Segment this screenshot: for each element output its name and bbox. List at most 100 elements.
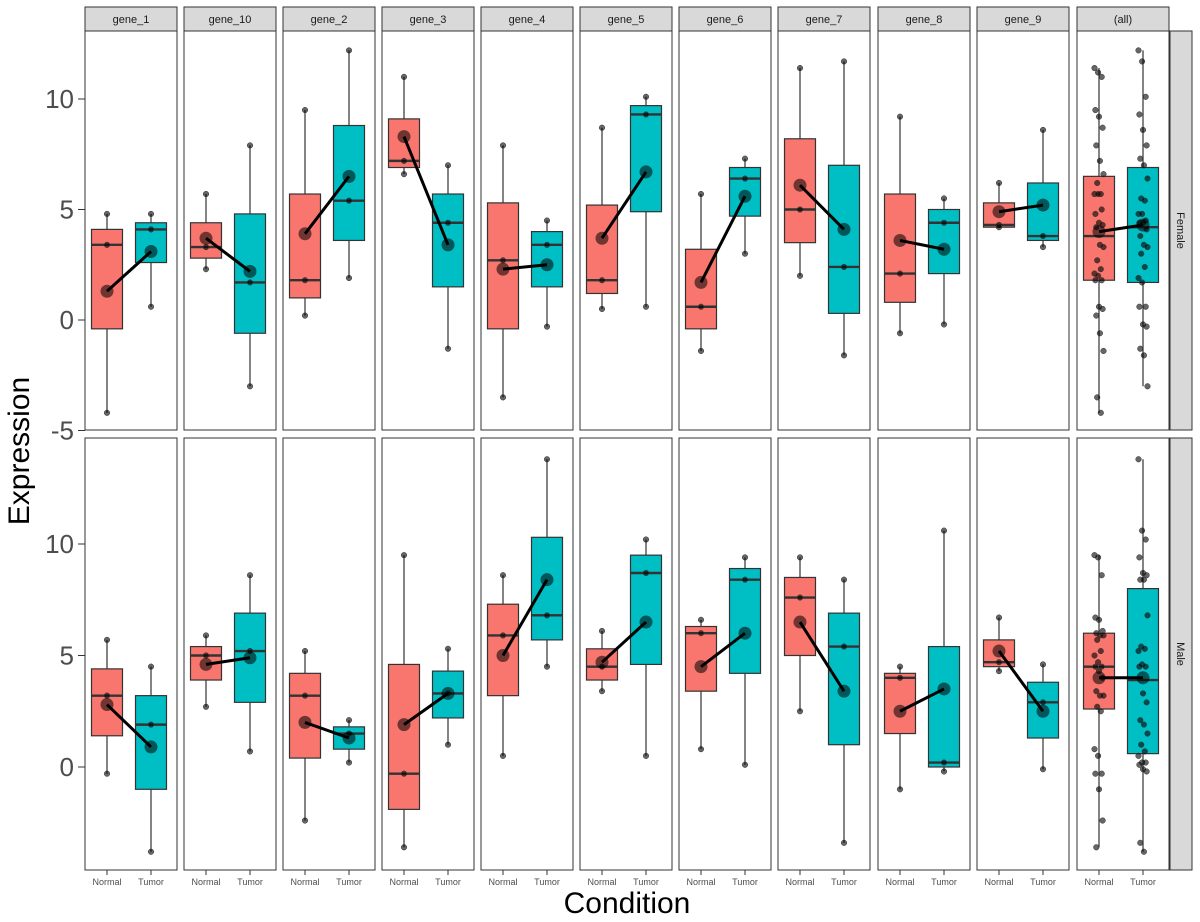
data-point-normal bbox=[896, 113, 904, 120]
mean-connector-line bbox=[798, 621, 846, 692]
data-point-normal bbox=[400, 844, 408, 851]
x-tick-label-tumor: Tumor bbox=[633, 877, 659, 887]
data-point-tumor bbox=[147, 210, 155, 217]
data-point-normal bbox=[796, 272, 804, 279]
data-point-normal bbox=[995, 224, 1003, 231]
panel-female-gene_3 bbox=[381, 30, 475, 431]
data-point-tumor bbox=[840, 263, 848, 271]
data-point-tumor bbox=[345, 759, 353, 766]
data-point-tumor bbox=[1140, 721, 1147, 728]
mean-connector-line bbox=[1098, 223, 1144, 234]
data-point-tumor bbox=[1140, 576, 1147, 583]
data-point-tumor bbox=[940, 768, 948, 775]
mean-point-normal bbox=[992, 644, 1006, 658]
data-point-tumor bbox=[1140, 162, 1147, 169]
data-point-normal bbox=[1091, 65, 1098, 72]
data-point-normal bbox=[301, 312, 309, 319]
data-point-tumor bbox=[1135, 752, 1142, 759]
mean-point-normal bbox=[496, 262, 510, 276]
data-point-normal bbox=[697, 347, 705, 354]
data-point-normal bbox=[697, 746, 705, 753]
data-point-normal bbox=[598, 688, 606, 695]
x-tick-label-tumor: Tumor bbox=[138, 877, 164, 887]
data-point-tumor bbox=[444, 219, 452, 226]
data-point-tumor bbox=[1144, 383, 1151, 390]
data-point-normal bbox=[1092, 107, 1099, 114]
row-strip-Female bbox=[1169, 30, 1193, 431]
mean-connector-line bbox=[105, 250, 153, 293]
data-point-normal bbox=[896, 270, 904, 277]
facet-label-gene_8: gene_8 bbox=[906, 14, 943, 26]
facet-label-gene_4: gene_4 bbox=[509, 14, 546, 26]
data-point-tumor bbox=[1137, 345, 1144, 352]
mean-connector-line bbox=[899, 687, 945, 713]
data-point-normal bbox=[1098, 277, 1105, 284]
x-tick-label-normal: Normal bbox=[686, 877, 715, 887]
data-point-normal bbox=[796, 554, 804, 561]
mean-point-normal bbox=[298, 227, 312, 241]
data-point-normal bbox=[400, 157, 408, 164]
data-point-tumor bbox=[940, 527, 948, 534]
data-point-tumor bbox=[147, 226, 155, 233]
data-point-normal bbox=[1097, 266, 1104, 273]
data-point-tumor bbox=[444, 645, 452, 652]
data-point-tumor bbox=[543, 241, 551, 248]
data-point-normal bbox=[1096, 330, 1103, 337]
box-tumor bbox=[827, 612, 861, 746]
data-point-tumor bbox=[543, 323, 551, 330]
data-point-normal bbox=[896, 663, 904, 670]
data-point-tumor bbox=[1139, 690, 1147, 697]
data-point-normal bbox=[1094, 394, 1101, 401]
x-tick-label-normal: Normal bbox=[885, 877, 914, 887]
data-point-tumor bbox=[940, 219, 948, 226]
data-point-tumor bbox=[444, 162, 452, 169]
data-point-tumor bbox=[147, 848, 155, 855]
mean-point-normal bbox=[893, 233, 907, 247]
x-tick-label-tumor: Tumor bbox=[931, 877, 957, 887]
data-point-tumor bbox=[246, 279, 254, 286]
data-point-normal bbox=[499, 632, 507, 639]
row-label-Male: Male bbox=[1174, 642, 1186, 666]
data-point-normal bbox=[1098, 572, 1105, 579]
data-point-tumor bbox=[1143, 768, 1150, 775]
data-point-normal bbox=[1095, 190, 1102, 198]
data-point-tumor bbox=[1139, 58, 1146, 65]
mean-point-tumor bbox=[540, 258, 554, 272]
panel-female-gene_2 bbox=[282, 30, 376, 431]
data-point-tumor bbox=[147, 721, 155, 728]
data-point-normal bbox=[301, 692, 309, 699]
mean-point-tumor bbox=[342, 731, 356, 745]
mean-point-tumor bbox=[837, 684, 851, 698]
data-point-normal bbox=[1099, 124, 1106, 131]
facet-strip-gene_7 bbox=[777, 6, 871, 32]
panel-female-gene_9 bbox=[976, 30, 1070, 431]
data-point-tumor bbox=[1039, 232, 1047, 240]
data-point-normal bbox=[103, 210, 111, 217]
data-point-normal bbox=[499, 142, 507, 149]
data-point-normal bbox=[598, 627, 606, 635]
x-tick-label-tumor: Tumor bbox=[336, 877, 362, 887]
data-point-normal bbox=[896, 330, 904, 337]
panel-female-(all) bbox=[1076, 30, 1170, 431]
data-point-normal bbox=[598, 277, 606, 284]
mean-connector-line bbox=[303, 175, 351, 235]
data-point-tumor bbox=[444, 345, 452, 352]
data-point-tumor bbox=[543, 663, 551, 670]
x-tick-label-tumor: Tumor bbox=[237, 877, 263, 887]
x-tick-label-tumor: Tumor bbox=[732, 877, 758, 887]
data-point-tumor bbox=[1142, 759, 1149, 766]
row-label-Female: Female bbox=[1174, 212, 1186, 249]
data-point-tumor bbox=[1138, 741, 1145, 748]
data-point-tumor bbox=[246, 142, 254, 149]
data-point-tumor bbox=[940, 321, 948, 328]
data-point-tumor bbox=[1136, 761, 1143, 768]
data-point-tumor bbox=[147, 303, 155, 310]
data-point-normal bbox=[1095, 786, 1103, 793]
data-point-normal bbox=[697, 190, 705, 198]
data-point-tumor bbox=[840, 352, 848, 359]
data-point-normal bbox=[1093, 688, 1100, 695]
panel-male-gene_2: Normal Tumor bbox=[282, 437, 376, 887]
data-point-tumor bbox=[1136, 303, 1143, 310]
x-tick-label-normal: Normal bbox=[389, 877, 418, 887]
data-point-normal bbox=[1094, 257, 1101, 264]
